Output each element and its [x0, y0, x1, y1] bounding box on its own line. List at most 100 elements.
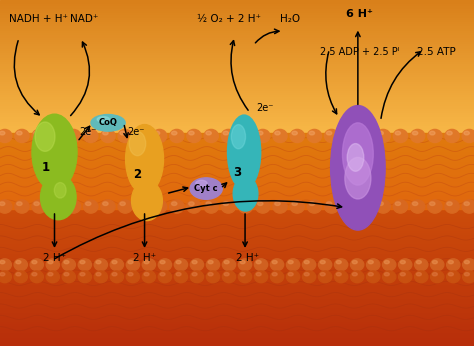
Ellipse shape — [286, 271, 300, 283]
Bar — [0, 248, 474, 251]
Bar — [0, 102, 474, 104]
Bar — [0, 51, 474, 53]
Ellipse shape — [131, 181, 162, 221]
Bar — [0, 109, 474, 111]
Ellipse shape — [101, 129, 115, 143]
Ellipse shape — [255, 129, 270, 143]
Ellipse shape — [112, 273, 117, 276]
Ellipse shape — [191, 259, 204, 271]
Text: Cyt c: Cyt c — [194, 184, 218, 193]
Ellipse shape — [83, 200, 98, 213]
Text: 3: 3 — [233, 166, 241, 180]
Ellipse shape — [48, 261, 53, 264]
Ellipse shape — [32, 200, 46, 213]
Ellipse shape — [155, 131, 160, 135]
Ellipse shape — [307, 129, 321, 143]
Bar — [0, 66, 474, 69]
Ellipse shape — [144, 261, 149, 264]
Bar — [0, 303, 474, 305]
Bar — [0, 9, 474, 11]
Ellipse shape — [275, 131, 280, 135]
Ellipse shape — [206, 271, 219, 283]
Bar — [0, 100, 474, 102]
Ellipse shape — [137, 131, 143, 135]
Bar — [0, 275, 474, 277]
Ellipse shape — [383, 259, 396, 271]
Bar — [0, 319, 474, 321]
Ellipse shape — [224, 261, 229, 264]
Ellipse shape — [352, 273, 357, 276]
Bar — [0, 305, 474, 307]
Bar — [0, 253, 474, 255]
Bar — [0, 31, 474, 33]
Ellipse shape — [142, 271, 155, 283]
Ellipse shape — [96, 261, 101, 264]
Bar — [0, 246, 474, 248]
Bar — [0, 16, 474, 18]
Ellipse shape — [432, 261, 438, 264]
Bar — [0, 86, 474, 89]
Ellipse shape — [32, 273, 37, 276]
Ellipse shape — [428, 200, 442, 213]
Ellipse shape — [129, 131, 146, 156]
Ellipse shape — [206, 202, 211, 206]
Ellipse shape — [51, 131, 56, 135]
Ellipse shape — [15, 129, 29, 143]
Ellipse shape — [78, 259, 91, 271]
Ellipse shape — [448, 273, 453, 276]
Ellipse shape — [342, 200, 356, 213]
Ellipse shape — [120, 131, 125, 135]
Bar — [0, 20, 474, 22]
Ellipse shape — [240, 131, 246, 135]
Bar — [0, 223, 474, 225]
Ellipse shape — [342, 129, 356, 143]
Ellipse shape — [361, 131, 366, 135]
Text: 1: 1 — [42, 161, 50, 174]
Ellipse shape — [32, 261, 37, 264]
Ellipse shape — [273, 129, 287, 143]
Ellipse shape — [255, 200, 270, 213]
Ellipse shape — [233, 176, 258, 211]
Ellipse shape — [412, 202, 418, 206]
Bar — [0, 122, 474, 124]
Bar — [0, 316, 474, 319]
Bar — [0, 98, 474, 100]
Bar — [0, 284, 474, 287]
Ellipse shape — [0, 261, 5, 264]
Ellipse shape — [344, 202, 349, 206]
Bar — [0, 282, 474, 284]
Text: ½ O₂ + 2 H⁺: ½ O₂ + 2 H⁺ — [197, 15, 261, 25]
Ellipse shape — [359, 200, 373, 213]
Ellipse shape — [361, 202, 366, 206]
Ellipse shape — [445, 129, 459, 143]
Ellipse shape — [103, 131, 108, 135]
Ellipse shape — [54, 183, 66, 198]
Bar — [0, 138, 474, 141]
Bar — [0, 237, 474, 239]
Ellipse shape — [48, 273, 53, 276]
Ellipse shape — [304, 261, 309, 264]
Ellipse shape — [0, 259, 11, 271]
Ellipse shape — [416, 273, 421, 276]
Bar — [0, 164, 474, 166]
Ellipse shape — [0, 202, 5, 206]
Ellipse shape — [255, 271, 268, 283]
Ellipse shape — [94, 271, 108, 283]
Ellipse shape — [176, 273, 181, 276]
Bar — [0, 280, 474, 282]
Bar — [0, 230, 474, 232]
Bar — [0, 47, 474, 49]
Bar — [0, 18, 474, 20]
Ellipse shape — [80, 261, 85, 264]
Bar — [0, 25, 474, 27]
Ellipse shape — [17, 131, 22, 135]
Bar — [0, 148, 474, 151]
Text: 2 H⁺: 2 H⁺ — [236, 253, 259, 263]
Ellipse shape — [224, 273, 229, 276]
Bar — [0, 335, 474, 337]
Ellipse shape — [256, 261, 261, 264]
Ellipse shape — [344, 131, 349, 135]
Ellipse shape — [196, 180, 207, 186]
Bar — [0, 107, 474, 109]
Bar — [0, 337, 474, 339]
